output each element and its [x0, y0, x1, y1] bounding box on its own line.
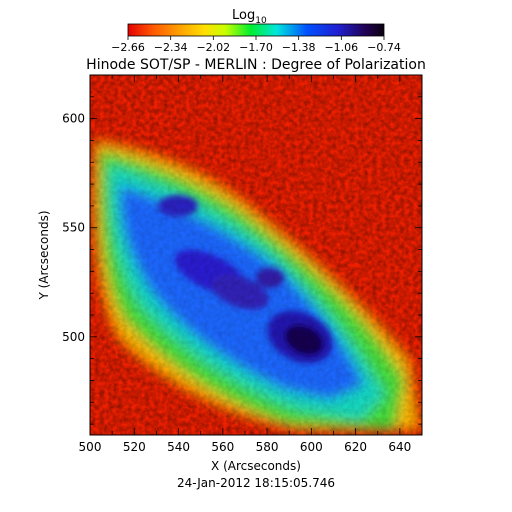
y-tick-label: 500 — [62, 330, 85, 344]
colorbar-label: Log10 — [232, 8, 267, 26]
colorbar-tick-label: −1.38 — [282, 41, 316, 54]
timestamp: 24-Jan-2012 18:15:05.746 — [177, 476, 335, 490]
colorbar-tick-label: −0.74 — [367, 41, 401, 54]
colorbar-tick-label: −2.66 — [111, 41, 145, 54]
y-tick-label: 550 — [62, 221, 85, 235]
axis-ticks: 500 520 540 560 580 600 620 640 500 550 600 — [62, 74, 423, 454]
heatmap-image — [90, 75, 422, 435]
chart-title: Hinode SOT/SP - MERLIN : Degree of Polar… — [86, 57, 426, 73]
colorbar-ticks: −2.66 −2.34 −2.02 −1.70 −1.38 −1.06 −0.74 — [111, 36, 401, 54]
x-tick-label: 560 — [211, 440, 234, 454]
x-tick-label: 500 — [79, 440, 102, 454]
y-tick-label: 600 — [62, 112, 85, 126]
x-axis-label: X (Arcseconds) — [211, 459, 301, 473]
x-tick-label: 540 — [167, 440, 190, 454]
x-tick-label: 600 — [300, 440, 323, 454]
x-tick-label: 640 — [388, 440, 411, 454]
colorbar-tick-label: −1.06 — [324, 41, 358, 54]
colorbar-tick-label: −2.34 — [154, 41, 188, 54]
colorbar-tick-label: −1.70 — [239, 41, 273, 54]
y-axis-label: Y (Arcseconds) — [37, 210, 51, 300]
colorbar-tick-label: −2.02 — [196, 41, 230, 54]
plot-frame — [89, 74, 423, 436]
x-tick-label: 520 — [123, 440, 146, 454]
x-tick-label: 620 — [344, 440, 367, 454]
x-tick-label: 580 — [256, 440, 279, 454]
